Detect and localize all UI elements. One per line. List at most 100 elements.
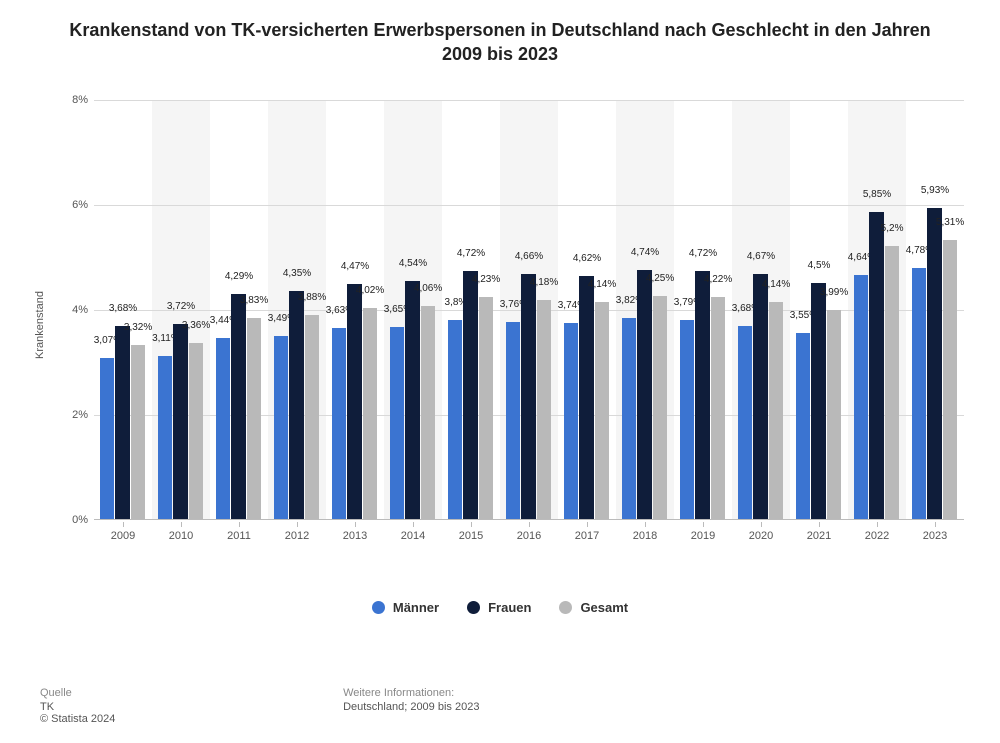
y-tick-label: 0% [72, 514, 88, 526]
x-tick-mark [297, 522, 298, 527]
x-tick-mark [471, 522, 472, 527]
bar [811, 283, 825, 519]
bar-value-label: 5,2% [881, 223, 904, 234]
bar-value-label: 3,72% [167, 301, 195, 312]
bar [711, 297, 725, 519]
x-tick-mark [645, 522, 646, 527]
bar [506, 322, 520, 519]
bar-value-label: 4,47% [341, 261, 369, 272]
x-tick-label: 2014 [401, 530, 425, 542]
bar-value-label: 4,14% [762, 279, 790, 290]
bar-value-label: 5,93% [921, 185, 949, 196]
bar [637, 270, 651, 519]
bar [564, 323, 578, 519]
bar-value-label: 4,72% [457, 248, 485, 259]
bar-value-label: 4,66% [515, 251, 543, 262]
info-value: Deutschland; 2009 bis 2023 [343, 701, 743, 713]
bar [479, 297, 493, 519]
bar-value-label: 4,02% [356, 285, 384, 296]
bar-value-label: 4,06% [414, 283, 442, 294]
bar [927, 208, 941, 519]
page-title: Krankenstand von TK-versicherten Erwerbs… [0, 0, 1000, 75]
x-tick-mark [123, 522, 124, 527]
bar-value-label: 4,62% [573, 253, 601, 264]
bar [131, 345, 145, 519]
bar [347, 284, 361, 519]
x-tick-mark [819, 522, 820, 527]
x-tick-mark [935, 522, 936, 527]
bar [289, 291, 303, 519]
bar [695, 271, 709, 519]
legend-label: Gesamt [580, 600, 628, 615]
bar [595, 302, 609, 519]
x-tick-mark [413, 522, 414, 527]
x-tick-label: 2015 [459, 530, 483, 542]
bar-value-label: 4,22% [704, 274, 732, 285]
legend-dot-icon [372, 601, 385, 614]
bar-value-label: 4,5% [808, 260, 831, 271]
x-tick-label: 2010 [169, 530, 193, 542]
legend-label: Frauen [488, 600, 531, 615]
x-tick-label: 2020 [749, 530, 773, 542]
bar [869, 212, 883, 519]
bar-value-label: 3,32% [124, 322, 152, 333]
bar [115, 326, 129, 519]
bar [521, 274, 535, 519]
bar [189, 343, 203, 519]
copyright-text: © Statista 2024 [40, 713, 340, 725]
legend-dot-icon [559, 601, 572, 614]
bar-value-label: 4,74% [631, 247, 659, 258]
gridline [94, 100, 964, 101]
legend-item: Frauen [467, 600, 531, 615]
x-tick-label: 2011 [227, 530, 251, 542]
x-axis: 2009201020112012201320142015201620172018… [94, 522, 964, 552]
info-label: Weitere Informationen: [343, 687, 743, 699]
bar [943, 240, 957, 519]
bar [363, 308, 377, 519]
bar [579, 276, 593, 519]
y-tick-label: 4% [72, 304, 88, 316]
x-tick-label: 2012 [285, 530, 309, 542]
bar [885, 246, 899, 519]
bar-value-label: 4,72% [689, 248, 717, 259]
bar [390, 327, 404, 519]
source-value: TK [40, 701, 340, 713]
bar-value-label: 3,68% [109, 303, 137, 314]
bar [769, 302, 783, 519]
bar-value-label: 4,29% [225, 271, 253, 282]
bar [305, 315, 319, 519]
bar [173, 324, 187, 519]
x-tick-label: 2017 [575, 530, 599, 542]
chart-area: Krankenstand 3,07%3,68%3,32%3,11%3,72%3,… [58, 90, 968, 560]
bar [854, 275, 868, 519]
x-tick-mark [181, 522, 182, 527]
x-tick-mark [587, 522, 588, 527]
bar [753, 274, 767, 519]
bar [247, 318, 261, 519]
y-tick-label: 6% [72, 199, 88, 211]
gridline [94, 205, 964, 206]
legend-item: Männer [372, 600, 439, 615]
bar-value-label: 4,14% [588, 279, 616, 290]
bar [231, 294, 245, 519]
legend-dot-icon [467, 601, 480, 614]
plot-area: 3,07%3,68%3,32%3,11%3,72%3,36%3,44%4,29%… [94, 100, 964, 520]
bar [274, 336, 288, 519]
bar [622, 318, 636, 519]
x-tick-mark [355, 522, 356, 527]
bar [680, 320, 694, 519]
bar [100, 358, 114, 519]
y-tick-label: 8% [72, 94, 88, 106]
bar [537, 300, 551, 519]
bar-value-label: 3,88% [298, 292, 326, 303]
bar-value-label: 4,54% [399, 258, 427, 269]
bar [405, 281, 419, 519]
bar [332, 328, 346, 519]
bar [463, 271, 477, 519]
bar [827, 310, 841, 519]
bar [912, 268, 926, 519]
bar-value-label: 3,99% [820, 287, 848, 298]
x-tick-mark [761, 522, 762, 527]
bar [158, 356, 172, 519]
legend: Männer Frauen Gesamt [0, 600, 1000, 619]
